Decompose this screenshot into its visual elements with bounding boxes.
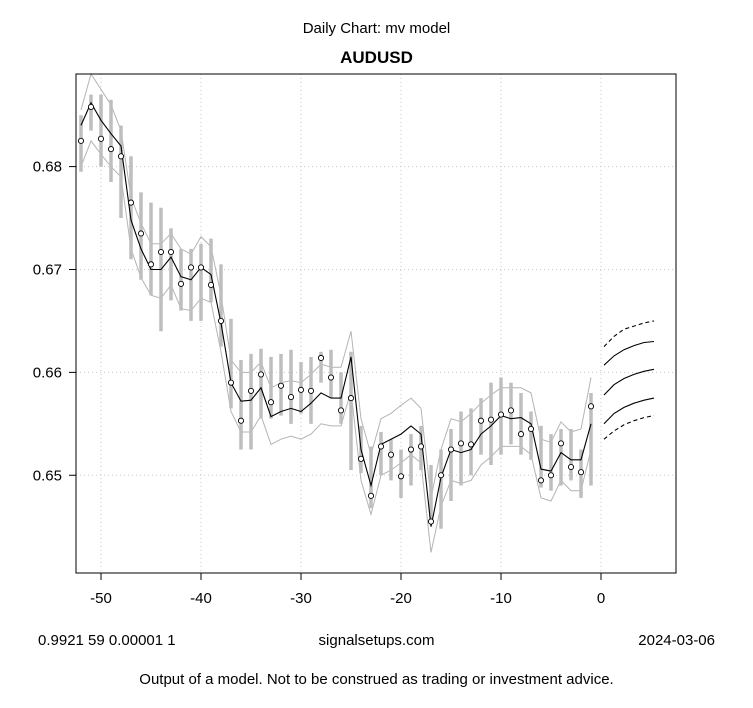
close-point bbox=[207, 281, 215, 288]
close-point bbox=[227, 379, 235, 386]
grid-lines bbox=[76, 74, 676, 573]
x-tick-label: -30 bbox=[290, 590, 312, 607]
close-point bbox=[277, 382, 285, 389]
chart-date: 2024-03-06 bbox=[638, 632, 715, 649]
close-point bbox=[177, 280, 185, 287]
chart-title: AUDUSD bbox=[340, 48, 413, 67]
close-point bbox=[567, 463, 575, 471]
range-bars bbox=[79, 94, 593, 529]
close-point bbox=[347, 395, 355, 402]
close-point bbox=[357, 455, 365, 462]
close-point bbox=[387, 451, 395, 458]
y-tick-label: 0.67 bbox=[33, 261, 62, 278]
x-tick-label: -20 bbox=[390, 590, 412, 607]
close-point bbox=[377, 443, 385, 450]
close-point bbox=[147, 261, 155, 268]
close-point bbox=[587, 403, 595, 410]
close-point bbox=[257, 371, 265, 378]
forecast-line bbox=[603, 368, 655, 396]
close-point bbox=[417, 443, 425, 450]
close-point bbox=[537, 477, 545, 484]
plot-frame bbox=[75, 73, 677, 574]
close-point bbox=[187, 264, 195, 271]
close-point bbox=[327, 374, 335, 381]
y-tick-label: 0.66 bbox=[33, 364, 62, 381]
close-point bbox=[477, 417, 485, 424]
lower-band-line bbox=[80, 139, 592, 553]
close-point bbox=[167, 248, 175, 256]
close-point bbox=[77, 137, 85, 144]
close-point bbox=[217, 317, 225, 324]
model-line-group bbox=[80, 101, 592, 527]
close-point bbox=[297, 386, 305, 393]
close-point bbox=[467, 441, 475, 448]
x-tick-label: 0 bbox=[597, 590, 605, 607]
upper-band-line bbox=[80, 72, 592, 499]
close-point bbox=[517, 431, 525, 438]
close-points bbox=[77, 103, 595, 525]
forecast-lines bbox=[603, 320, 655, 440]
model-line bbox=[80, 101, 592, 527]
close-point bbox=[547, 472, 555, 479]
close-point bbox=[487, 416, 495, 423]
close-point bbox=[127, 199, 135, 206]
forecast-line bbox=[603, 397, 655, 425]
close-point bbox=[87, 103, 95, 110]
close-point bbox=[307, 387, 315, 394]
close-point bbox=[317, 354, 325, 362]
close-point bbox=[337, 407, 345, 414]
forecast-line bbox=[603, 415, 655, 440]
close-point bbox=[407, 446, 415, 453]
model-params: 0.9921 59 0.00001 1 bbox=[38, 632, 176, 649]
chart-subtitle: Daily Chart: mv model bbox=[302, 20, 451, 37]
close-point bbox=[117, 153, 125, 160]
close-point bbox=[507, 407, 515, 414]
close-point bbox=[447, 446, 455, 453]
x-tick-label: -10 bbox=[490, 590, 512, 607]
close-point bbox=[457, 440, 465, 447]
close-point bbox=[137, 230, 145, 237]
band-lines bbox=[80, 72, 592, 553]
y-tick-label: 0.68 bbox=[33, 159, 62, 176]
close-point bbox=[427, 518, 435, 525]
close-point bbox=[557, 440, 565, 447]
disclaimer: Output of a model. Not to be construed a… bbox=[139, 671, 614, 688]
forecast-line bbox=[603, 320, 655, 347]
close-point bbox=[197, 264, 205, 271]
close-point bbox=[437, 472, 445, 479]
close-point bbox=[107, 146, 115, 153]
x-tick-label: -40 bbox=[190, 590, 212, 607]
close-point bbox=[497, 411, 505, 418]
close-point bbox=[237, 417, 245, 424]
close-point bbox=[247, 387, 255, 394]
close-point bbox=[287, 394, 295, 401]
axes: -50 -40 -30 -20 -10 0 0.65 0.66 0.67 0.68 bbox=[33, 159, 605, 607]
close-point bbox=[527, 425, 535, 433]
close-point bbox=[367, 492, 375, 499]
site-name: signalsetups.com bbox=[318, 632, 435, 649]
close-point bbox=[267, 399, 275, 406]
close-point bbox=[397, 473, 405, 480]
forecast-line bbox=[603, 340, 655, 366]
close-point bbox=[97, 135, 105, 142]
close-point bbox=[577, 469, 585, 476]
x-tick-label: -50 bbox=[90, 590, 112, 607]
close-point bbox=[157, 248, 165, 256]
y-tick-label: 0.65 bbox=[33, 467, 62, 484]
